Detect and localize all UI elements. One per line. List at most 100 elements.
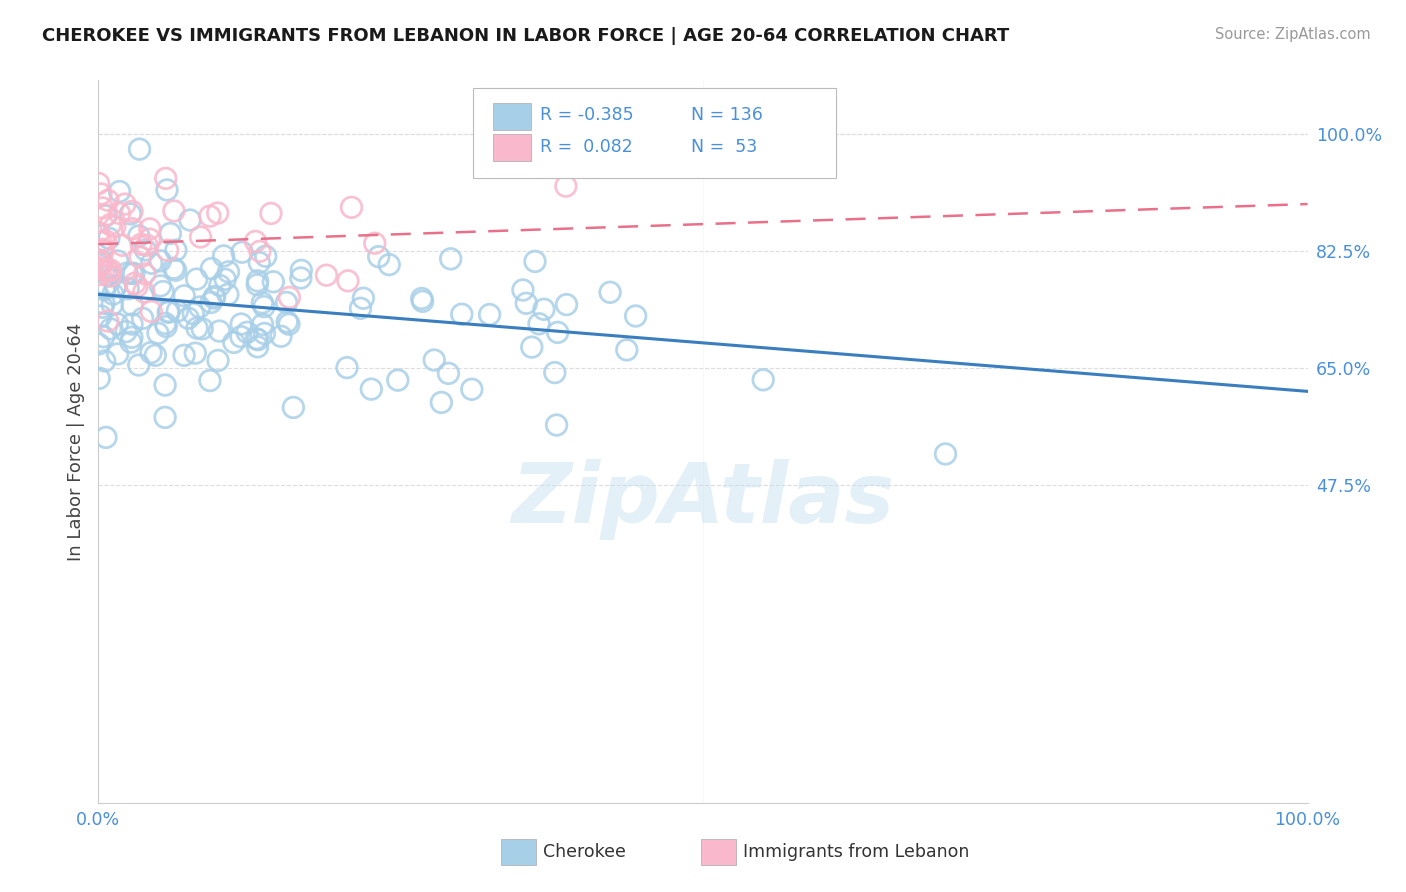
Point bbox=[94, 234, 117, 248]
Point bbox=[134, 243, 156, 257]
Text: R =  0.082: R = 0.082 bbox=[540, 137, 633, 156]
Point bbox=[91, 201, 114, 215]
Point bbox=[222, 335, 245, 350]
Point bbox=[599, 285, 621, 300]
Point bbox=[100, 322, 122, 336]
Point bbox=[276, 295, 298, 310]
Point bbox=[378, 258, 401, 272]
Point bbox=[129, 250, 152, 264]
Point bbox=[141, 256, 163, 270]
Text: CHEROKEE VS IMMIGRANTS FROM LEBANON IN LABOR FORCE | AGE 20-64 CORRELATION CHART: CHEROKEE VS IMMIGRANTS FROM LEBANON IN L… bbox=[42, 27, 1010, 45]
Point bbox=[349, 301, 371, 316]
Point bbox=[236, 326, 259, 340]
Point bbox=[104, 219, 127, 234]
Point bbox=[527, 317, 550, 331]
Point bbox=[121, 221, 143, 235]
Point bbox=[173, 289, 195, 303]
Point bbox=[111, 238, 134, 252]
Point bbox=[87, 258, 110, 272]
Point bbox=[107, 347, 129, 361]
Point bbox=[128, 142, 150, 156]
Point bbox=[364, 236, 387, 251]
Point bbox=[101, 298, 124, 312]
Point bbox=[101, 287, 124, 301]
Point bbox=[245, 235, 267, 249]
Point bbox=[218, 265, 240, 279]
Point bbox=[89, 371, 111, 385]
Point bbox=[97, 268, 120, 283]
Point bbox=[177, 311, 200, 326]
Point bbox=[283, 401, 305, 415]
Point bbox=[546, 417, 568, 432]
Point bbox=[163, 261, 186, 276]
Point bbox=[336, 274, 359, 288]
Point bbox=[100, 218, 122, 232]
Point bbox=[105, 317, 128, 331]
Point bbox=[152, 285, 174, 299]
FancyBboxPatch shape bbox=[700, 838, 735, 865]
Point bbox=[93, 296, 115, 310]
Text: Source: ZipAtlas.com: Source: ZipAtlas.com bbox=[1215, 27, 1371, 42]
Text: R = -0.385: R = -0.385 bbox=[540, 106, 633, 124]
Point bbox=[340, 200, 363, 214]
Point bbox=[173, 348, 195, 362]
Y-axis label: In Labor Force | Age 20-64: In Labor Force | Age 20-64 bbox=[66, 322, 84, 561]
Point bbox=[100, 268, 122, 283]
Point bbox=[290, 271, 312, 285]
Point bbox=[411, 292, 433, 306]
Point bbox=[128, 228, 150, 243]
Point bbox=[191, 322, 214, 336]
Point bbox=[165, 263, 187, 277]
Point bbox=[143, 348, 166, 362]
Point bbox=[544, 366, 567, 380]
Point bbox=[246, 277, 269, 292]
Point bbox=[249, 244, 271, 259]
Point bbox=[204, 289, 226, 303]
Point bbox=[87, 337, 110, 351]
Point bbox=[87, 177, 110, 191]
Point bbox=[752, 373, 775, 387]
Point bbox=[132, 285, 155, 299]
Point bbox=[153, 410, 176, 425]
Point bbox=[245, 332, 267, 346]
Point bbox=[231, 245, 253, 260]
Point bbox=[124, 277, 146, 291]
Point bbox=[90, 235, 112, 249]
Point bbox=[520, 340, 543, 354]
Point bbox=[440, 252, 463, 266]
Point bbox=[198, 374, 221, 388]
Point bbox=[512, 283, 534, 297]
Text: N =  53: N = 53 bbox=[690, 137, 758, 156]
Point bbox=[166, 304, 188, 318]
Point bbox=[229, 329, 252, 343]
Point bbox=[200, 261, 222, 276]
Point bbox=[91, 242, 114, 256]
Point bbox=[155, 317, 177, 331]
Point bbox=[108, 206, 131, 220]
Point bbox=[139, 345, 162, 359]
Point bbox=[246, 274, 269, 288]
Point bbox=[254, 249, 277, 263]
Point bbox=[93, 263, 115, 277]
FancyBboxPatch shape bbox=[492, 135, 531, 161]
Point bbox=[430, 395, 453, 409]
Text: ZipAtlas: ZipAtlas bbox=[512, 458, 894, 540]
Point bbox=[121, 266, 143, 280]
Point bbox=[352, 291, 374, 305]
Point bbox=[93, 283, 115, 297]
Point bbox=[153, 378, 176, 392]
Point bbox=[624, 309, 647, 323]
Point bbox=[139, 232, 162, 246]
Point bbox=[214, 272, 236, 286]
Point bbox=[217, 287, 239, 301]
Point bbox=[114, 197, 136, 211]
Point bbox=[141, 304, 163, 318]
Point bbox=[156, 244, 179, 258]
Point bbox=[97, 264, 120, 278]
Point bbox=[252, 295, 274, 310]
Point bbox=[184, 346, 207, 360]
Point bbox=[186, 321, 208, 335]
Point bbox=[94, 430, 117, 444]
Point bbox=[120, 207, 142, 221]
Point bbox=[247, 255, 270, 269]
